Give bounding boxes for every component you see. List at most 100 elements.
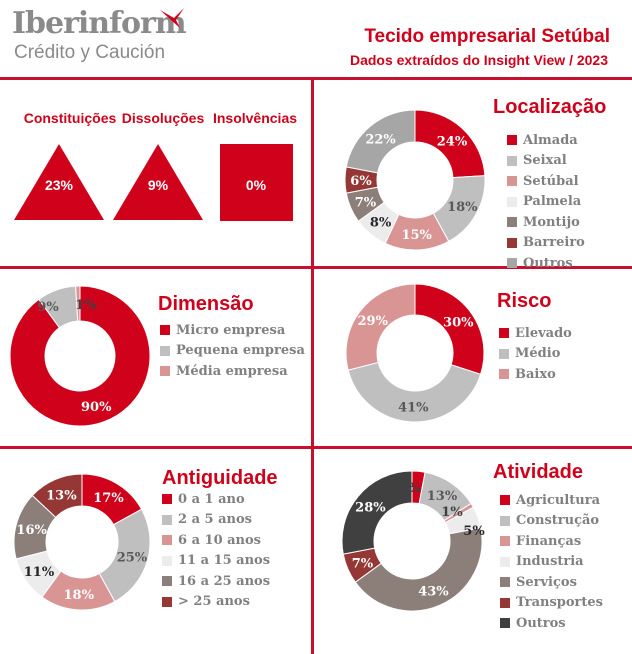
- data-label: 29%: [358, 314, 389, 329]
- data-label: 25%: [117, 551, 148, 566]
- legend-item: 11 a 15 anos: [162, 551, 270, 572]
- data-label: 1%: [75, 298, 97, 313]
- kpi-value-insolvencias: 0%: [245, 177, 267, 193]
- legend-label: Seixal: [523, 153, 567, 169]
- legend-swatch: [160, 325, 170, 336]
- legend-item: Palmela: [507, 192, 585, 213]
- legend-swatch: [162, 555, 172, 566]
- legend-label: Palmela: [523, 194, 582, 210]
- legend-item: Seixal: [507, 151, 585, 172]
- legend-item: Baixo: [499, 364, 572, 385]
- legend-swatch: [499, 348, 509, 359]
- antiguidade-donut: 17% 25% 18% 11% 16% 13%: [13, 473, 151, 611]
- data-label: 28%: [355, 501, 386, 516]
- data-label: 17%: [93, 491, 124, 506]
- data-label: 90%: [81, 400, 112, 415]
- dimensao-donut: 90% 9% 1%: [9, 285, 151, 427]
- legend-swatch: [500, 515, 510, 526]
- legend-label: 2 a 5 anos: [178, 512, 252, 528]
- legend-item: Pequena empresa: [160, 341, 305, 362]
- legend-swatch: [162, 596, 172, 607]
- legend-item: > 25 anos: [162, 592, 270, 613]
- data-label: 30%: [443, 316, 474, 331]
- legend-swatch: [162, 576, 172, 587]
- legend-label: Pequena empresa: [176, 343, 305, 359]
- legend-swatch: [500, 577, 510, 588]
- slice-servi-os: [354, 527, 483, 612]
- kpi-label-insolvencias: Insolvências: [212, 110, 298, 126]
- legend-label: 0 a 1 ano: [178, 491, 245, 507]
- legend-label: Agricultura: [516, 492, 600, 508]
- legend-swatch: [507, 196, 517, 207]
- legend-item: Micro empresa: [160, 320, 305, 341]
- legend-label: Média empresa: [176, 363, 288, 379]
- page-title: Tecido empresarial Setúbal: [364, 26, 610, 47]
- legend-swatch: [499, 369, 509, 380]
- legend-item: Setúbal: [507, 171, 585, 192]
- legend-item: Montijo: [507, 212, 585, 233]
- legend-item: Média empresa: [160, 361, 305, 382]
- legend-swatch: [500, 597, 510, 608]
- legend-label: 6 a 10 anos: [178, 532, 262, 548]
- legend-swatch: [160, 366, 170, 377]
- divider: [0, 77, 632, 80]
- data-label: 11%: [24, 565, 55, 580]
- legend-label: Elevado: [515, 325, 572, 341]
- legend-item: 2 a 5 anos: [162, 510, 270, 531]
- legend-label: Montijo: [523, 214, 580, 230]
- atividade-legend: Agricultura Construção Finanças Industria Se…: [500, 490, 603, 634]
- legend-item: 6 a 10 anos: [162, 530, 270, 551]
- legend-swatch: [507, 258, 517, 269]
- localizacao-legend: Almada Seixal Setúbal Palmela Montijo Barreir…: [507, 130, 585, 274]
- legend-label: 11 a 15 anos: [178, 553, 271, 569]
- kpi-label-constituicoes: Constituições: [23, 110, 117, 126]
- legend-swatch: [500, 618, 510, 629]
- legend-label: Finanças: [516, 533, 582, 549]
- legend-item: Barreiro: [507, 233, 585, 254]
- kpi-value-constituicoes: 23%: [44, 177, 74, 193]
- logo-arrow-icon: [160, 8, 184, 28]
- data-label: 15%: [401, 228, 432, 243]
- legend-swatch: [499, 328, 509, 339]
- legend-label: Construção: [516, 513, 600, 529]
- kpi-triangle-constituicoes: [14, 144, 104, 220]
- slice-outros: [345, 109, 416, 174]
- legend-label: Outros: [523, 255, 573, 271]
- legend-label: Micro empresa: [176, 322, 286, 338]
- legend-swatch: [507, 176, 517, 187]
- data-label: 41%: [398, 400, 429, 415]
- legend-label: Transportes: [516, 595, 603, 611]
- legend-swatch: [160, 345, 170, 356]
- slice--25-anos: [31, 473, 83, 519]
- data-label: 13%: [427, 489, 458, 504]
- risco-donut: 30% 41% 29%: [345, 283, 485, 423]
- data-label: 7%: [352, 556, 374, 571]
- antiguidade-title: Antiguidade: [162, 467, 278, 489]
- legend-item: 0 a 1 ano: [162, 489, 270, 510]
- legend-label: Barreiro: [523, 235, 585, 251]
- data-label: 8%: [370, 216, 392, 231]
- legend-label: Médio: [515, 346, 561, 362]
- kpi-label-dissolucoes: Dissoluções: [121, 110, 205, 126]
- legend-swatch: [162, 494, 172, 505]
- risco-title: Risco: [497, 290, 552, 312]
- data-label: 18%: [64, 588, 95, 603]
- divider: [311, 77, 314, 654]
- data-label: 24%: [437, 135, 468, 150]
- legend-swatch: [500, 495, 510, 506]
- legend-swatch: [500, 536, 510, 547]
- legend-item: Transportes: [500, 593, 603, 614]
- legend-item: Médio: [499, 344, 572, 365]
- page-subtitle: Dados extraídos do Insight View / 2023: [349, 52, 608, 68]
- legend-swatch: [507, 237, 517, 248]
- localizacao-donut: 24% 18% 15% 8% 7% 6% 22%: [344, 109, 486, 251]
- data-label: 1%: [441, 505, 463, 520]
- legend-item: 16 a 25 anos: [162, 571, 270, 592]
- slice-micro-empresa: [9, 285, 151, 427]
- antiguidade-legend: 0 a 1 ano 2 a 5 anos 6 a 10 anos 11 a 15 an…: [162, 489, 270, 612]
- slice-outros: [341, 470, 413, 555]
- atividade-donut: 3% 13%1%5% 43% 7% 28%: [341, 470, 485, 612]
- divider: [0, 266, 632, 269]
- logo-text: Iberinform: [12, 6, 187, 41]
- legend-item: Almada: [507, 130, 585, 151]
